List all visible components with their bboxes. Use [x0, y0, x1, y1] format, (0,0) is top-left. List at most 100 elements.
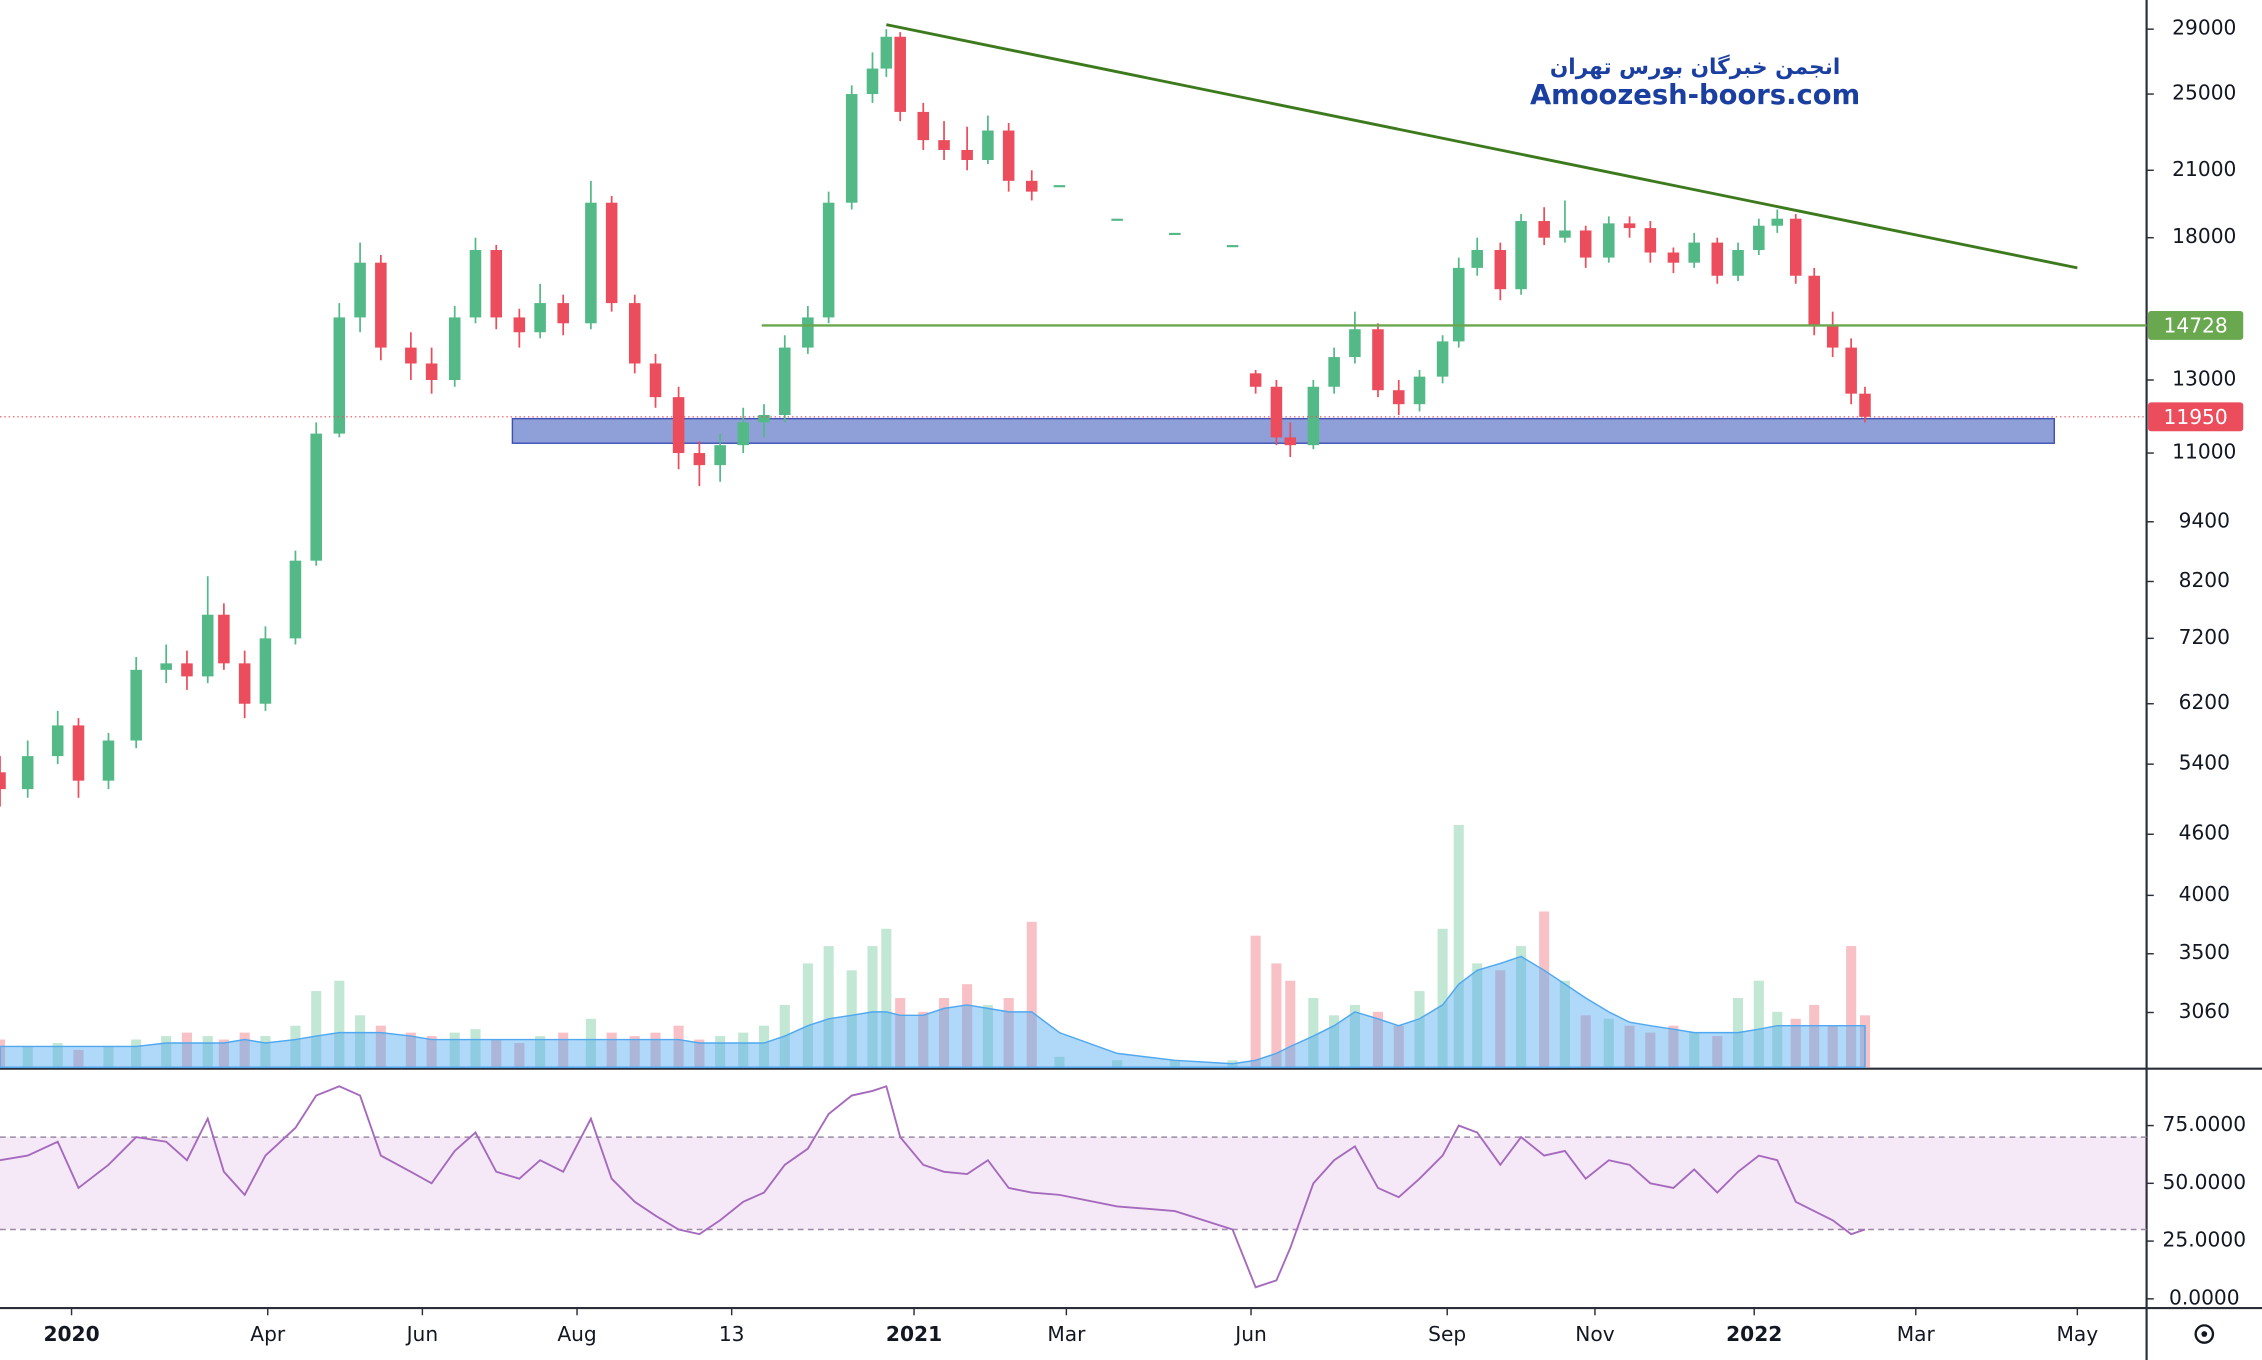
- candle-body: [218, 614, 230, 664]
- candle-body: [693, 453, 706, 466]
- candle-body: [1808, 275, 1820, 327]
- candle-body: [469, 250, 482, 318]
- y-tick-label: 11000: [2172, 440, 2236, 464]
- candle-body: [1436, 341, 1449, 377]
- candle-body: [51, 725, 64, 757]
- candle-body: [802, 317, 814, 348]
- volume-bar: [1372, 1011, 1384, 1068]
- volume-bar: [1624, 1025, 1635, 1068]
- volume-bar: [311, 991, 322, 1068]
- volume-bar: [1003, 998, 1014, 1068]
- candle-body: [289, 560, 302, 639]
- candle-body: [982, 130, 994, 161]
- volume-bar: [1308, 998, 1319, 1068]
- x-tick-label: 2022: [1726, 1322, 1782, 1346]
- candle-body: [866, 68, 879, 95]
- volume-bar: [881, 928, 892, 1068]
- volume-ma-area: [0, 955, 1866, 1068]
- volume-bar: [103, 1046, 114, 1068]
- y-tick-label: 8200: [2179, 568, 2230, 592]
- rsi-line: [0, 1085, 1866, 1289]
- y-tick-label: 5400: [2179, 751, 2230, 775]
- volume-bar: [1112, 1060, 1123, 1068]
- x-tick-label: Sep: [1428, 1322, 1466, 1346]
- candle-body: [1372, 329, 1384, 391]
- volume-bar: [491, 1039, 502, 1068]
- volume-bar: [1349, 1004, 1360, 1068]
- candle-body: [557, 303, 569, 324]
- candle-body: [425, 363, 438, 380]
- volume-bar: [535, 1036, 546, 1068]
- candle-body: [1732, 250, 1744, 276]
- volume-bar: [694, 1039, 705, 1068]
- last-price-tag: [2148, 402, 2244, 432]
- candle-body: [1226, 245, 1239, 248]
- volume-bar: [0, 1039, 6, 1068]
- candle-body: [1667, 252, 1680, 263]
- volume-bar: [1250, 935, 1261, 1068]
- volume-bar: [1559, 980, 1570, 1068]
- volume-bar: [426, 1036, 437, 1068]
- gear-center: [2201, 1331, 2208, 1337]
- y-tick-label: 21000: [2172, 157, 2236, 181]
- volume-bar: [982, 1004, 993, 1068]
- candle-body: [354, 262, 366, 318]
- candle-body: [649, 363, 662, 398]
- candle-body: [1623, 223, 1636, 229]
- volume-bar: [629, 1036, 640, 1068]
- volume-bar: [1846, 946, 1857, 1068]
- x-tick-label: Aug: [557, 1322, 596, 1346]
- volume-bar: [1495, 970, 1506, 1068]
- volume-bar: [1054, 1056, 1065, 1068]
- x-tick-label: 2020: [43, 1322, 99, 1346]
- level-tag-label: 14728: [2164, 313, 2228, 337]
- volume-bar: [558, 1032, 569, 1068]
- candle-body: [1169, 232, 1181, 236]
- volume-bar: [1668, 1025, 1679, 1068]
- last-price-label: 11950: [2164, 405, 2228, 429]
- volume-bar: [962, 984, 973, 1068]
- volume-bar: [355, 1015, 366, 1068]
- volume-bar: [1827, 1025, 1838, 1068]
- y-tick-label: 9400: [2179, 508, 2230, 532]
- volume-bar: [802, 963, 813, 1068]
- volume-bar: [218, 1039, 229, 1068]
- candle-body: [160, 663, 172, 670]
- candle-body: [880, 36, 893, 69]
- x-tick-label: Apr: [250, 1322, 286, 1346]
- candle-body: [1392, 390, 1405, 405]
- candle-body: [737, 422, 749, 446]
- volume-bar: [1169, 1060, 1180, 1068]
- candle-body: [1771, 218, 1784, 226]
- candle-body: [102, 740, 115, 781]
- volume-bar: [823, 946, 834, 1068]
- candle-body: [1025, 180, 1038, 192]
- volume-bar: [1603, 1018, 1614, 1068]
- volume-bar: [290, 1025, 301, 1068]
- candle-body: [938, 140, 950, 150]
- volume-bar: [52, 1043, 63, 1068]
- settings-icon[interactable]: [2194, 1324, 2215, 1344]
- y-tick-label: 7200: [2179, 625, 2230, 649]
- volume-bar: [673, 1025, 684, 1068]
- volume-bar: [1689, 1032, 1700, 1068]
- candle-body: [1307, 386, 1320, 446]
- volume-bar: [650, 1032, 661, 1068]
- volume-bar: [239, 1032, 250, 1068]
- y-tick-label: 4000: [2179, 882, 2230, 906]
- volume-bar: [260, 1036, 271, 1068]
- volume-bar: [1809, 1004, 1820, 1068]
- candle-body: [585, 202, 597, 324]
- x-tick-label: Mar: [1897, 1322, 1936, 1346]
- candle-body: [1471, 250, 1483, 268]
- candle-body: [490, 250, 503, 318]
- candle-body: [1579, 230, 1592, 258]
- x-tick-label: 13: [719, 1322, 745, 1346]
- candle-body: [961, 149, 973, 161]
- candle-body: [1688, 242, 1700, 263]
- rsi-tick-label: 25.0000: [2163, 1228, 2246, 1252]
- candle-body: [130, 669, 142, 741]
- volume-bar: [202, 1036, 213, 1068]
- candle-body: [333, 317, 346, 434]
